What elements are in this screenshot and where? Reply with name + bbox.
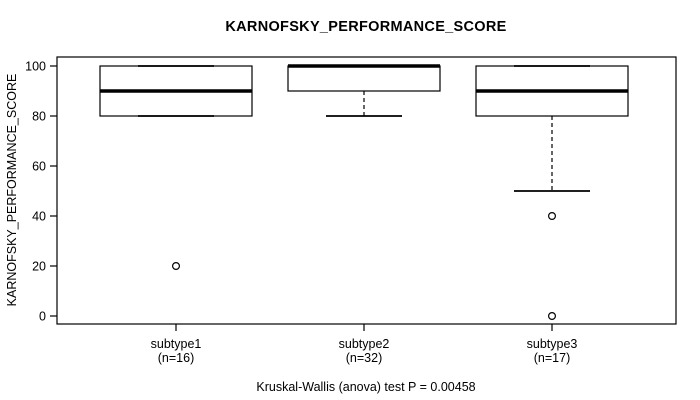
box-rect: [287, 65, 441, 92]
y-tick-label: 80: [32, 110, 46, 124]
chart-title: KARNOFSKY_PERFORMANCE_SCORE: [225, 19, 506, 35]
y-tick-label: 0: [39, 310, 46, 324]
plot-area: 0 20 40 60 80 100 subtype1(n=16) subtype2(n=32)…: [25, 56, 677, 365]
y-tick-label: 20: [32, 260, 46, 274]
outlier-point: [547, 212, 556, 221]
plot-frame: [56, 56, 677, 325]
x-category-label: subtype2: [339, 337, 390, 351]
x-category-label: subtype1: [151, 337, 202, 351]
x-category-sublabel: (n=16): [158, 351, 194, 365]
x-category-label: subtype3: [527, 337, 578, 351]
y-tick-label: 60: [32, 160, 46, 174]
y-tick-label: 100: [25, 60, 46, 74]
y-axis-title: KARNOFSKY_PERFORMANCE_SCORE: [5, 74, 19, 307]
stat-test-caption: Kruskal-Wallis (anova) test P = 0.00458: [256, 380, 475, 394]
x-category-sublabel: (n=32): [346, 351, 382, 365]
y-tick-label: 40: [32, 210, 46, 224]
outlier-point: [172, 262, 181, 271]
x-category-sublabel: (n=17): [534, 351, 570, 365]
outlier-point: [547, 312, 556, 321]
